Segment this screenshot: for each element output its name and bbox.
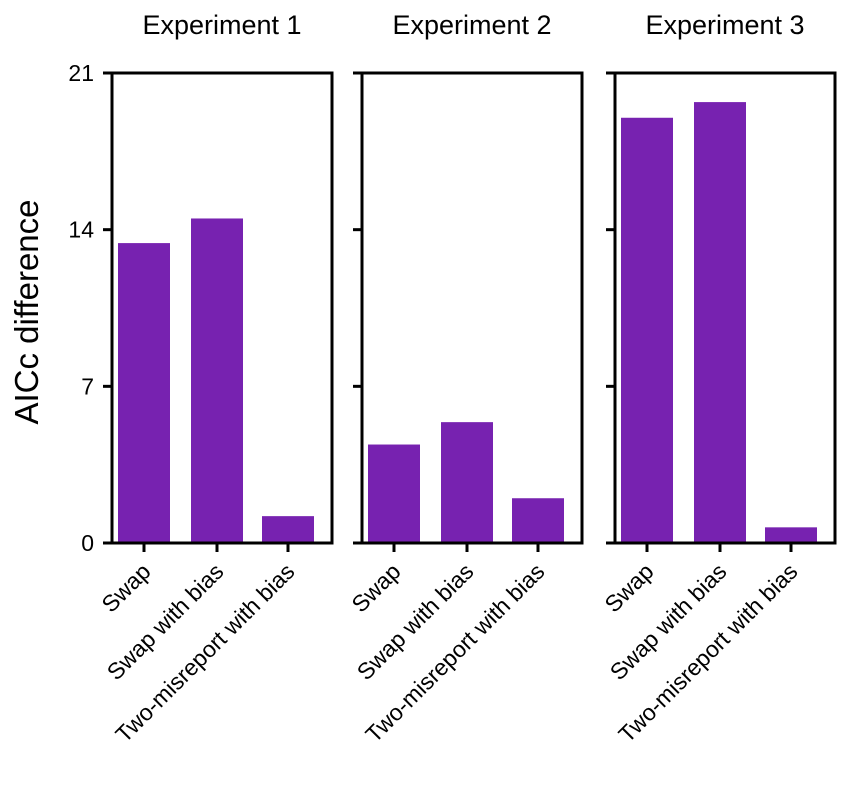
bar-1-2 bbox=[191, 218, 243, 543]
bar-3-2 bbox=[694, 102, 746, 543]
panel-frame-3 bbox=[613, 71, 837, 545]
y-axis-label: AICc difference bbox=[8, 199, 45, 424]
panel-title-3: Experiment 3 bbox=[645, 10, 804, 40]
bar-3-1 bbox=[621, 117, 673, 543]
y-tick-label-3: 21 bbox=[68, 60, 94, 86]
y-tick-label-1: 7 bbox=[81, 373, 94, 399]
y-tick-label-0: 0 bbox=[81, 530, 94, 556]
category-label-3-1: Swap bbox=[599, 558, 658, 617]
bar-1-3 bbox=[262, 516, 314, 543]
panel-title-2: Experiment 2 bbox=[392, 10, 551, 40]
bar-2-3 bbox=[512, 498, 564, 543]
panel-title-1: Experiment 1 bbox=[142, 10, 301, 40]
y-tick-label-2: 14 bbox=[68, 217, 94, 243]
panel-frame-1 bbox=[110, 71, 334, 545]
panel-frame-2 bbox=[360, 71, 584, 545]
bar-2-2 bbox=[441, 422, 493, 543]
category-label-1-1: Swap bbox=[96, 558, 155, 617]
bar-3-3 bbox=[765, 527, 817, 543]
category-label-2-1: Swap bbox=[346, 558, 405, 617]
bar-2-1 bbox=[368, 444, 420, 543]
bar-1-1 bbox=[118, 243, 170, 543]
